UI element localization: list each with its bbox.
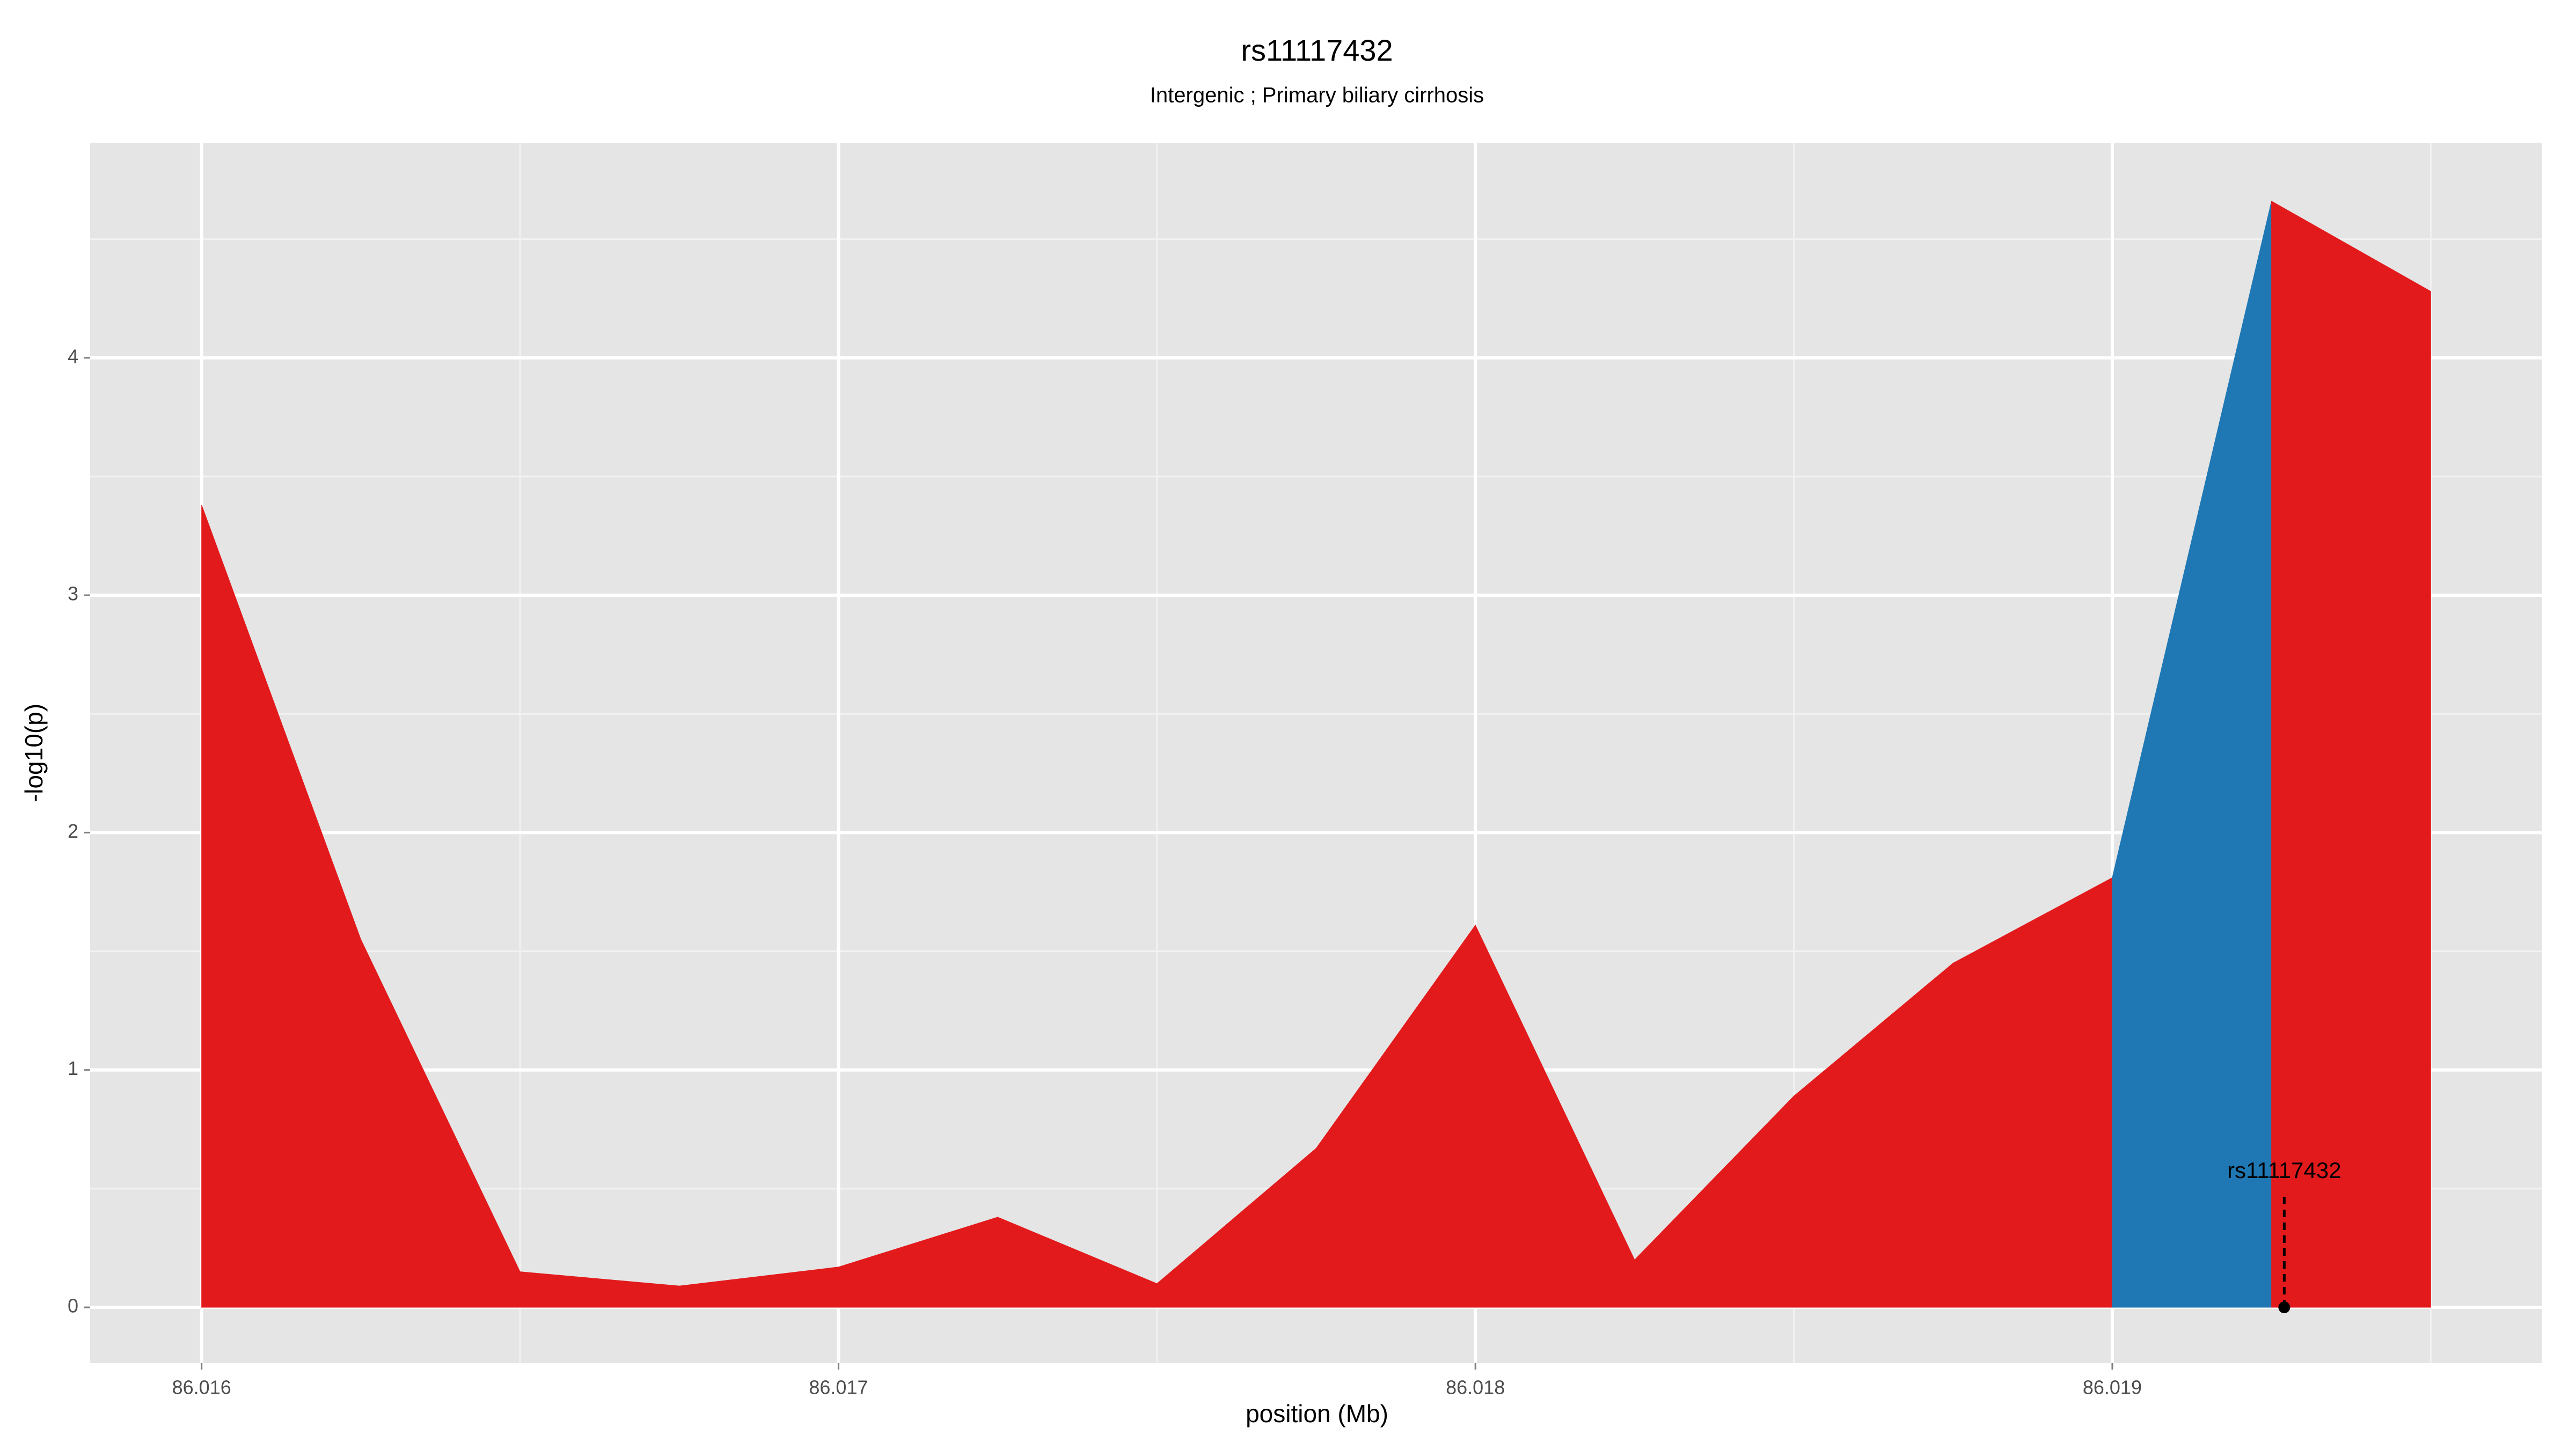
- area-segment: [2271, 200, 2431, 1308]
- y-tick-label: 3: [68, 583, 78, 605]
- y-axis-label: -log10(p): [20, 704, 48, 802]
- y-tick-label: 0: [68, 1295, 78, 1317]
- x-axis-label: position (Mb): [1246, 1400, 1388, 1428]
- x-tick-label: 86.016: [172, 1377, 231, 1399]
- chart-title: rs11117432: [1241, 33, 1393, 67]
- y-tick-label: 4: [68, 345, 78, 367]
- y-tick-label: 1: [68, 1057, 78, 1079]
- y-tick-label: 2: [68, 820, 78, 842]
- x-tick-label: 86.017: [809, 1377, 868, 1399]
- annotation-label: rs11117432: [2227, 1158, 2341, 1183]
- x-tick-label: 86.018: [1446, 1377, 1505, 1399]
- marks: [201, 200, 2431, 1308]
- annotation-point: [2278, 1301, 2290, 1314]
- chart-subtitle: Intergenic ; Primary biliary cirrhosis: [1150, 84, 1484, 107]
- x-tick-label: 86.019: [2083, 1377, 2142, 1399]
